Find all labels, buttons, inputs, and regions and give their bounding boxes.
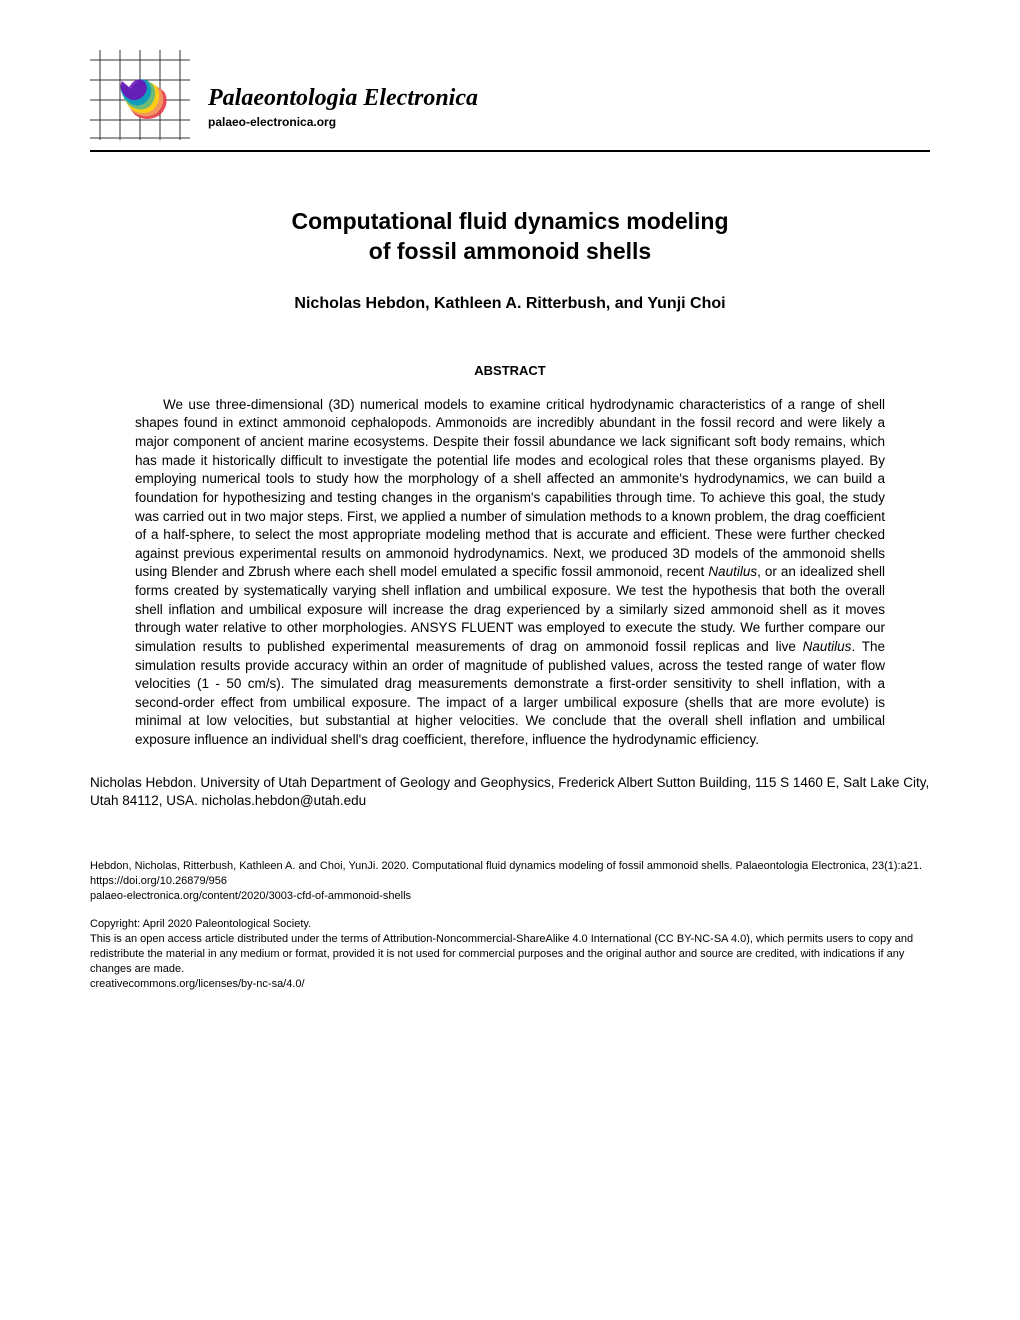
citation-block: Hebdon, Nicholas, Ritterbush, Kathleen A… [90,859,930,904]
abstract-heading: ABSTRACT [90,363,930,378]
article-title: Computational fluid dynamics modeling of… [90,207,930,267]
citation-url: palaeo-electronica.org/content/2020/3003… [90,889,930,904]
page-header: Palaeontologia Electronica palaeo-electr… [90,50,930,140]
header-divider [90,150,930,152]
copyright-block: Copyright: April 2020 Paleontological So… [90,917,930,991]
abstract-body: We use three-dimensional (3D) numerical … [135,396,885,750]
copyright-line: Copyright: April 2020 Paleontological So… [90,917,930,932]
journal-info: Palaeontologia Electronica palaeo-electr… [208,85,478,129]
license-url: creativecommons.org/licenses/by-nc-sa/4.… [90,977,930,992]
journal-name: Palaeontologia Electronica [208,85,478,112]
title-line-1: Computational fluid dynamics modeling [291,208,728,234]
title-line-2: of fossil ammonoid shells [369,238,651,264]
article-authors: Nicholas Hebdon, Kathleen A. Ritterbush,… [90,295,930,313]
license-text: This is an open access article distribut… [90,932,930,977]
journal-logo [90,50,190,140]
author-affiliation: Nicholas Hebdon. University of Utah Depa… [90,774,930,811]
citation-line: Hebdon, Nicholas, Ritterbush, Kathleen A… [90,859,930,889]
journal-url: palaeo-electronica.org [208,115,478,129]
shell-icon [105,65,175,130]
